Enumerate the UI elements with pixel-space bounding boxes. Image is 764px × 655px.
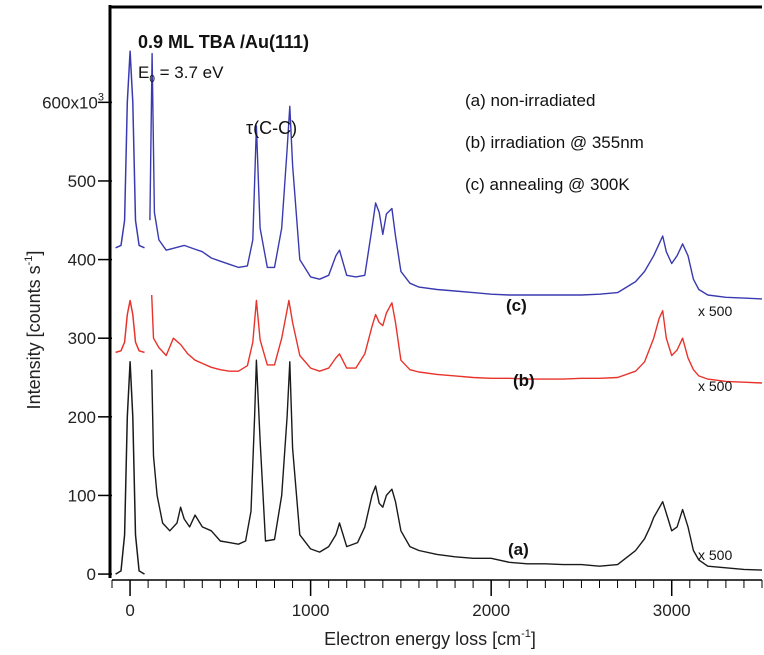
series-b-elastic-peak: [115, 299, 145, 354]
subtitle-rest: = 3.7 eV: [155, 63, 224, 82]
subtitle-prefix: E: [138, 63, 149, 82]
x-tick-label-3000: 3000: [653, 601, 691, 620]
y-axis-label-sup: -1: [23, 256, 35, 266]
y-tick-label-100: 100: [68, 486, 96, 505]
y-axis-label-text: Intensity [counts s: [24, 265, 44, 409]
series-layer: [115, 50, 763, 575]
x-tick-label-0: 0: [125, 601, 134, 620]
chart-subtitle: E0 = 3.7 eV: [138, 63, 224, 85]
y-tick-label-400: 400: [68, 251, 96, 270]
x-axis-ticks: 0 1000 2000 3000: [111, 580, 763, 620]
series-c-spectrum: [149, 52, 763, 300]
chart-title: 0.9 ML TBA /Au(111): [138, 32, 309, 52]
subtitle-subscript: 0: [149, 74, 155, 85]
scale-label-b: x 500: [698, 378, 732, 394]
legend-entry-b: (b) irradiation @ 355nm: [465, 133, 644, 152]
series-label-a: (a): [508, 540, 529, 559]
x-tick-label-1000: 1000: [292, 601, 330, 620]
series-label-b: (b): [513, 371, 535, 390]
series-a-spectrum: [151, 359, 763, 571]
series-b-spectrum: [151, 294, 763, 384]
x-axis-label-text: Electron energy loss [cm: [324, 629, 521, 649]
x-axis-label-sup: -1: [521, 628, 531, 640]
y-axis-label-close: ]: [24, 251, 44, 256]
x-axis-label: Electron energy loss [cm-1]: [324, 628, 536, 649]
y-tick-label-200: 200: [68, 408, 96, 427]
y-tick-label-exponent: 3: [98, 91, 104, 103]
y-tick-label-0: 0: [87, 565, 96, 584]
y-tick-label-300: 300: [68, 329, 96, 348]
peak-annotation: τ(C-C): [246, 118, 297, 138]
legend-entry-a: (a) non-irradiated: [465, 91, 595, 110]
y-tick-label-500: 500: [68, 172, 96, 191]
legend-entry-c: (c) annealing @ 300K: [465, 175, 630, 194]
x-tick-label-2000: 2000: [472, 601, 510, 620]
series-a-elastic-peak: [115, 361, 145, 575]
series-c-elastic-peak: [115, 50, 145, 249]
x-axis-label-close: ]: [531, 629, 536, 649]
scale-label-c: x 500: [698, 303, 732, 319]
y-axis-label: Intensity [counts s-1]: [23, 251, 44, 410]
y-axis-ticks: 0 100 200 300 400 500 600x103: [42, 91, 112, 584]
y-tick-label-600: 600x103: [42, 91, 104, 112]
scale-label-a: x 500: [698, 547, 732, 563]
series-label-c: (c): [506, 296, 527, 315]
